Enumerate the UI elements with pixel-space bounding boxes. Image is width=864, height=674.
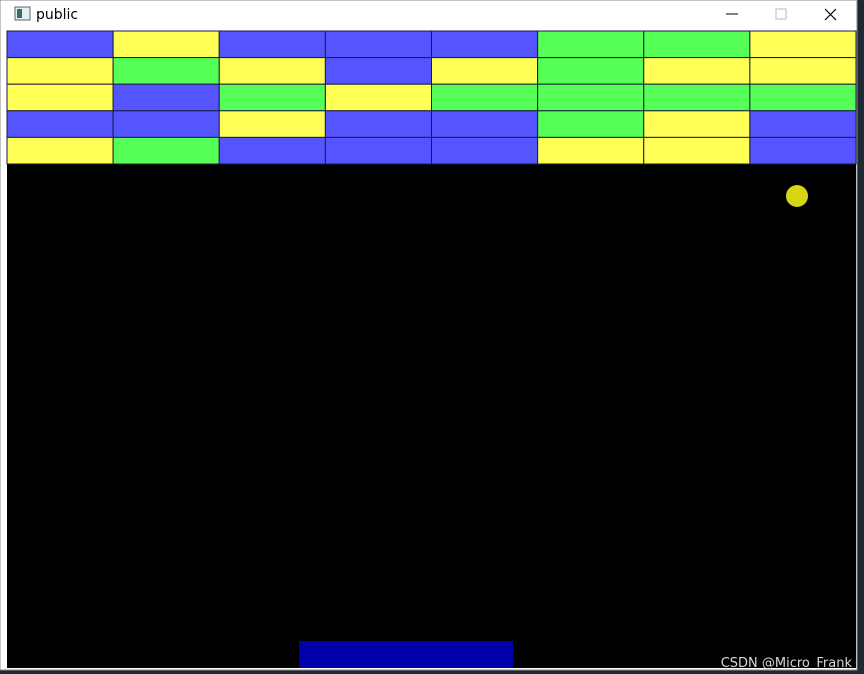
brick [112, 30, 220, 59]
brick [643, 83, 751, 112]
brick [537, 57, 645, 85]
brick [431, 30, 539, 59]
brick [431, 57, 539, 85]
brick [749, 83, 857, 112]
brick [537, 83, 645, 112]
brick [218, 30, 326, 59]
window-title: public [36, 7, 78, 23]
brick [6, 110, 114, 138]
brick [537, 110, 645, 138]
brick [112, 136, 220, 165]
brick [112, 110, 220, 138]
brick [218, 136, 326, 165]
brick [643, 136, 751, 165]
brick [324, 57, 432, 85]
brick [537, 30, 645, 59]
brick [112, 83, 220, 112]
brick [749, 57, 857, 85]
app-icon-part [17, 9, 22, 18]
close-button[interactable] [824, 8, 837, 21]
brick [112, 57, 220, 85]
brick [643, 110, 751, 138]
brick [431, 110, 539, 138]
brick [324, 110, 432, 138]
brick [6, 136, 114, 165]
brick [324, 83, 432, 112]
brick [218, 110, 326, 138]
brick [218, 57, 326, 85]
ball [786, 185, 808, 207]
brick [643, 30, 751, 59]
brick [324, 30, 432, 59]
brick [324, 136, 432, 165]
brick [643, 57, 751, 85]
brick [749, 30, 857, 59]
brick [431, 83, 539, 112]
watermark: CSDN @Micro_Frank [721, 656, 853, 671]
paddle [299, 641, 513, 668]
brick [749, 110, 857, 138]
brick [6, 83, 114, 112]
brick [431, 136, 539, 165]
brick [218, 83, 326, 112]
brick [6, 57, 114, 85]
brick [537, 136, 645, 165]
game-area [6, 30, 857, 668]
maximize-button[interactable] [775, 8, 787, 20]
brick [749, 136, 857, 165]
brick [6, 30, 114, 59]
